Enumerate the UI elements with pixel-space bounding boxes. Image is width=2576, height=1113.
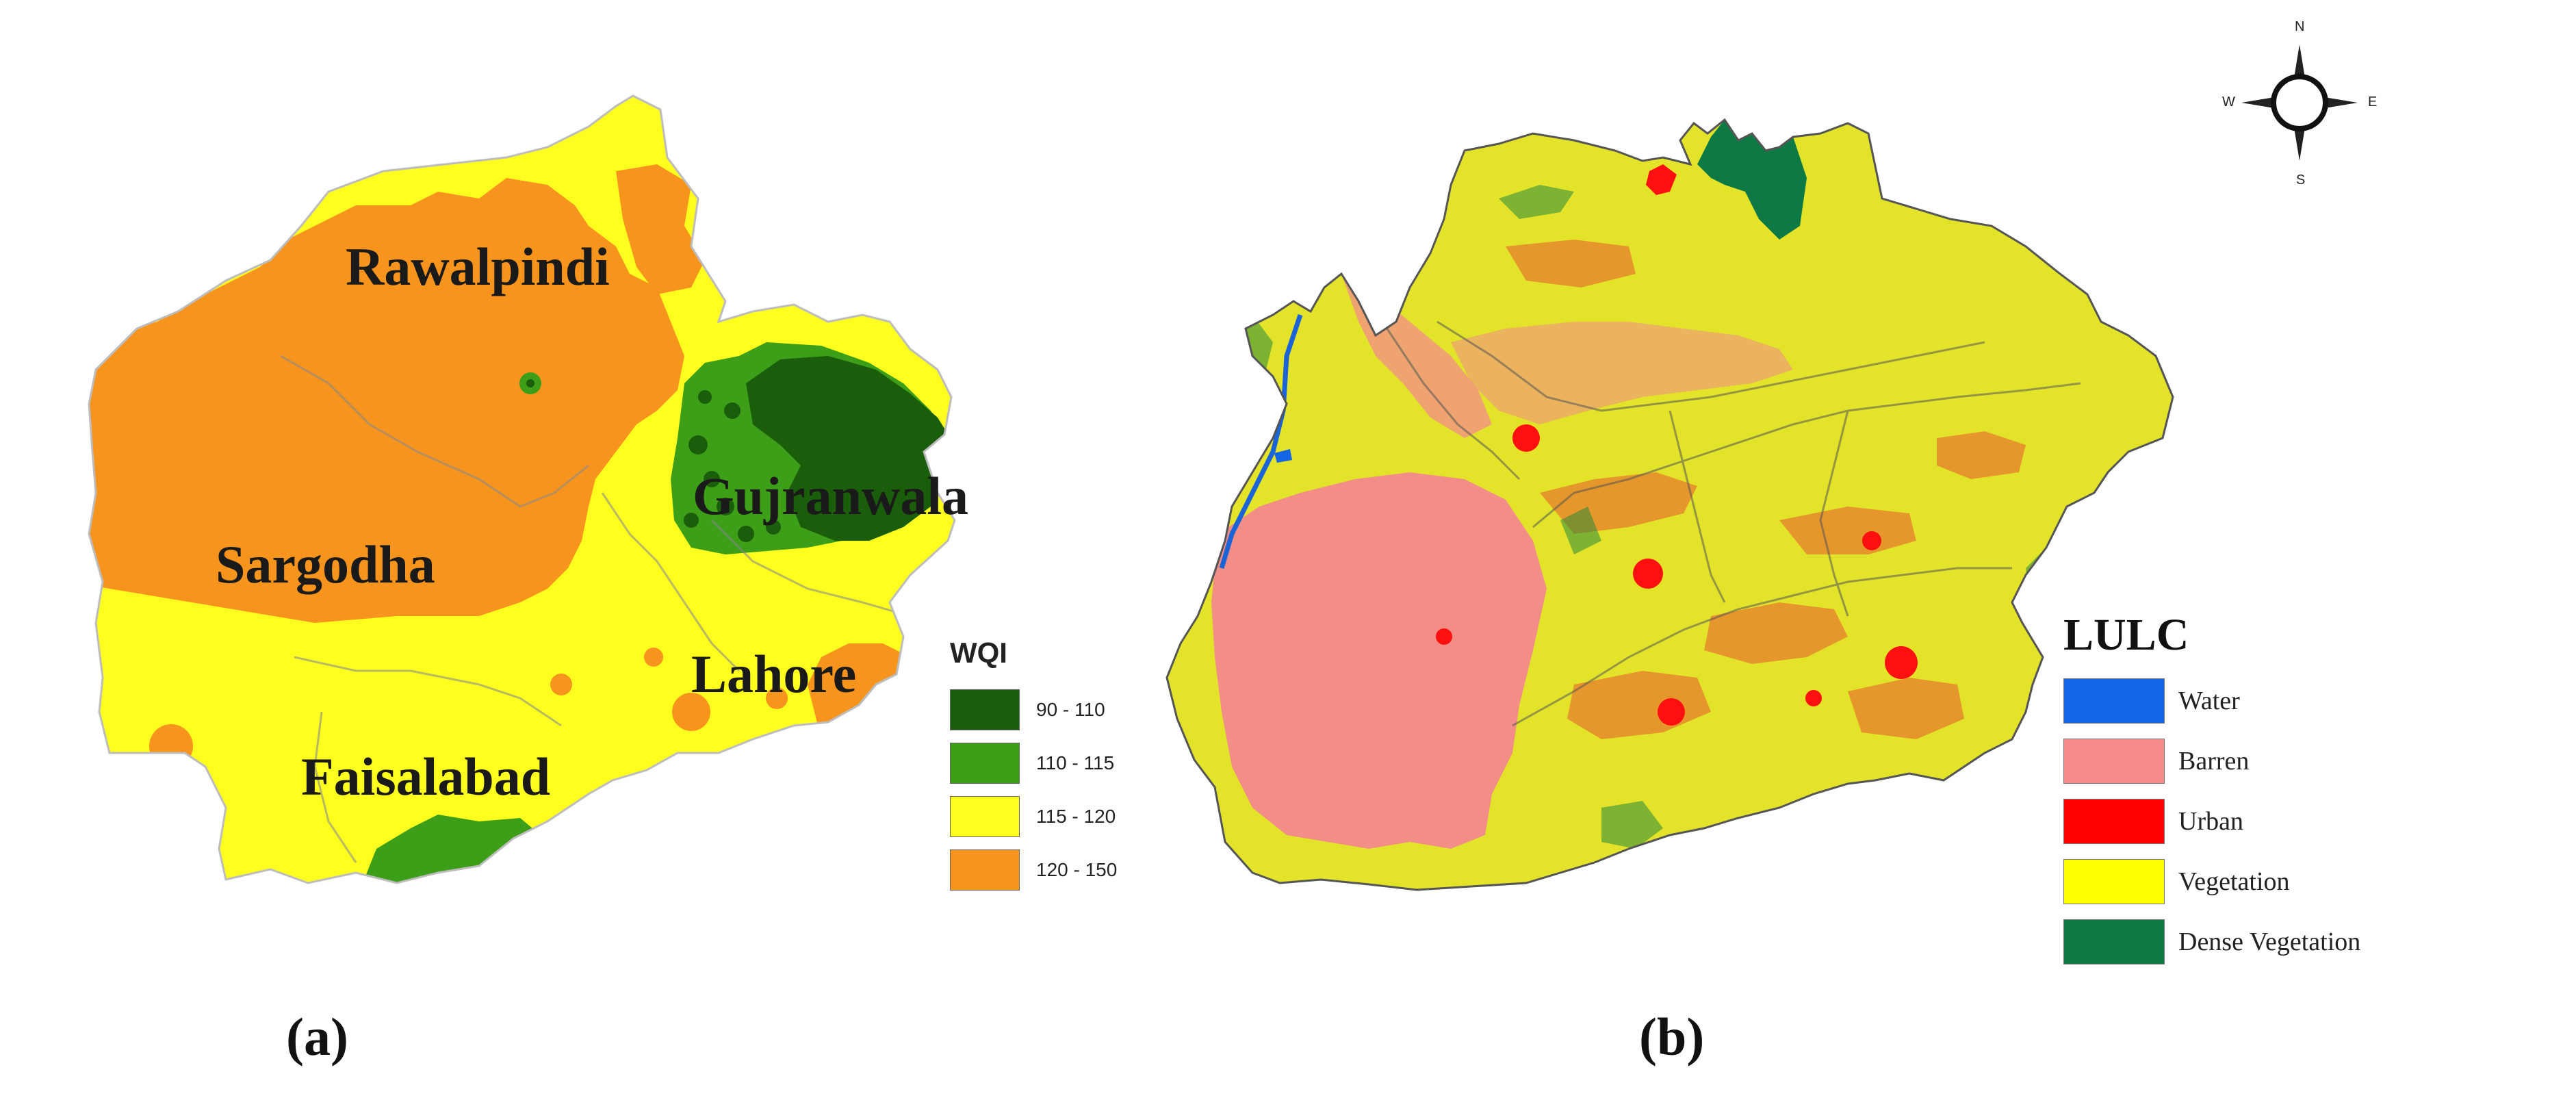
lulc-legend-item: Barren <box>2063 738 2360 784</box>
wqi-legend-label: 90 - 110 <box>1036 699 1105 720</box>
lulc-water-river <box>1219 314 1303 570</box>
wqi-legend-title: WQI <box>950 637 1007 669</box>
wqi-zone-90-110-gujranwala <box>746 356 955 541</box>
wqi-legend-label: 110 - 115 <box>1036 752 1115 773</box>
compass-rose-icon <box>2241 44 2358 161</box>
wqi-map <box>88 94 956 884</box>
lulc-legend-item: Urban <box>2063 798 2360 845</box>
compass-west-label: W <box>2222 94 2235 110</box>
lulc-urban-centers <box>1436 164 1918 726</box>
compass-north-label: N <box>2295 19 2305 34</box>
lulc-legend-item: Water <box>2063 678 2360 724</box>
wqi-legend-item: 115 - 120 <box>950 794 1117 839</box>
wqi-swatch-115-120 <box>950 796 1020 837</box>
region-label-faisalabad: Faisalabad <box>301 747 551 806</box>
wqi-zone-110-115-faisalabad <box>363 815 548 883</box>
compass-south-label: S <box>2296 172 2306 188</box>
lulc-map <box>1165 118 2174 891</box>
wqi-zone-120-150-north <box>616 164 705 294</box>
lulc-swatch-barren <box>2063 739 2165 784</box>
wqi-swatch-120-150 <box>950 849 1020 891</box>
lulc-legend: LULC Water Barren Urban Vegetation Dense… <box>2063 609 2360 979</box>
panel-a-caption: (a) <box>286 1007 348 1066</box>
lulc-legend-title: LULC <box>2063 610 2189 660</box>
wqi-legend-item: 120 - 150 <box>950 847 1117 893</box>
region-label-gujranwala: Gujranwala <box>693 466 969 526</box>
lulc-swatch-water <box>2063 678 2165 724</box>
lulc-swatch-dense-vegetation <box>2063 919 2165 964</box>
lulc-legend-item: Dense Vegetation <box>2063 919 2360 965</box>
lulc-legend-label: Vegetation <box>2178 867 2290 896</box>
wqi-swatch-90-110 <box>950 689 1020 730</box>
region-label-lahore: Lahore <box>691 644 857 704</box>
wqi-legend-label: 120 - 150 <box>1036 859 1118 880</box>
lulc-legend-label: Urban <box>2178 807 2243 836</box>
panel-b-caption: (b) <box>1639 1007 1705 1066</box>
wqi-legend: WQI 90 - 110 110 - 115 115 - 120 120 - 1… <box>950 637 1117 901</box>
lulc-legend-item: Vegetation <box>2063 858 2360 905</box>
compass-east-label: E <box>2368 94 2378 110</box>
wqi-legend-item: 90 - 110 <box>950 687 1117 732</box>
wqi-legend-label: 115 - 120 <box>1036 806 1116 827</box>
lulc-swatch-vegetation <box>2063 859 2165 904</box>
region-label-sargodha: Sargodha <box>216 535 435 594</box>
wqi-swatch-110-115 <box>950 743 1020 784</box>
lulc-barren-southwest <box>1211 472 1547 849</box>
region-label-rawalpindi: Rawalpindi <box>346 237 610 296</box>
lulc-swatch-urban <box>2063 799 2165 844</box>
lulc-legend-label: Dense Vegetation <box>2178 928 2361 956</box>
lulc-legend-label: Water <box>2178 687 2240 715</box>
lulc-legend-label: Barren <box>2178 747 2250 776</box>
wqi-legend-item: 110 - 115 <box>950 741 1117 786</box>
wqi-zone-120-150-northwest <box>89 178 684 623</box>
